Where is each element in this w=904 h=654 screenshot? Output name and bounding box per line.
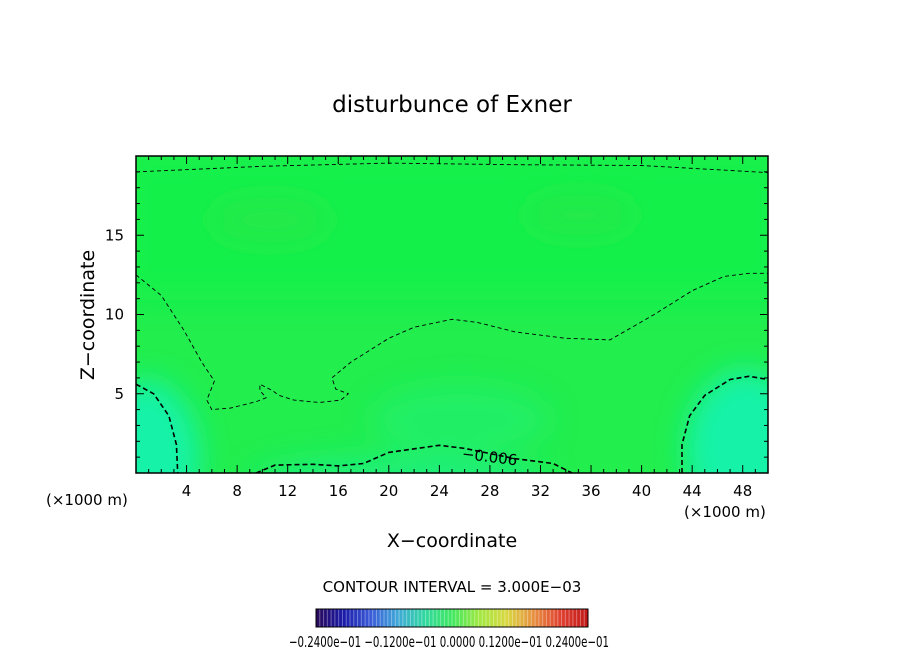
colorbar-frame xyxy=(315,608,589,628)
plot-area xyxy=(136,156,768,473)
y-tick-label: 10 xyxy=(105,306,124,324)
x-tick-label: 20 xyxy=(379,482,398,500)
x-unit-right: (×1000 m) xyxy=(684,503,766,521)
y-tick-label: 15 xyxy=(105,226,124,244)
x-tick-label: 36 xyxy=(581,482,600,500)
colorbar-labels: −0.2400e−01 −0.1200e−01 0.0000 0.1200e−0… xyxy=(289,633,609,651)
contour-line xyxy=(136,162,768,174)
y-axis-label: Z−coordinate xyxy=(77,250,99,380)
x-tick-label: 24 xyxy=(430,482,449,500)
field-low-right xyxy=(685,370,768,473)
x-tick-label: 12 xyxy=(278,482,297,500)
contour-line xyxy=(255,444,573,473)
chart-title: disturbunce of Exner xyxy=(332,92,572,118)
x-tick-label: 48 xyxy=(733,482,752,500)
axis-ticks xyxy=(136,156,768,473)
x-unit-left: (×1000 m) xyxy=(46,491,128,509)
y-tick-label: 5 xyxy=(114,385,124,403)
field-low-center xyxy=(256,455,544,473)
colorbar-fill xyxy=(316,609,588,627)
x-axis-label: X−coordinate xyxy=(387,530,517,552)
contour-line xyxy=(681,375,768,473)
field-low-left xyxy=(136,380,200,473)
field-patch-right xyxy=(525,195,635,235)
x-tick-label: 4 xyxy=(182,482,192,500)
contour-lines xyxy=(136,162,768,473)
colorbar xyxy=(315,608,589,628)
x-tick-label: 8 xyxy=(232,482,242,500)
field-patch-center xyxy=(370,385,550,455)
x-tick-label: 44 xyxy=(683,482,702,500)
x-tick-label: 40 xyxy=(632,482,651,500)
x-tick-label: 32 xyxy=(531,482,550,500)
field-patch-left xyxy=(210,198,330,242)
colorbar-ticks xyxy=(319,609,585,627)
contour-interval: CONTOUR INTERVAL = 3.000E−03 xyxy=(323,578,582,596)
x-tick-label: 16 xyxy=(329,482,348,500)
x-tick-label: 28 xyxy=(480,482,499,500)
contour-line xyxy=(136,272,768,411)
